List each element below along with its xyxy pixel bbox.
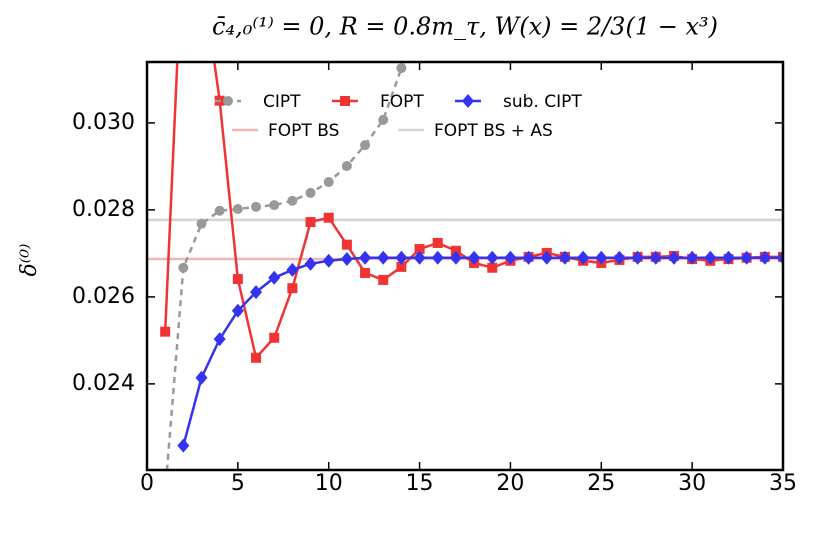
marker (595, 250, 608, 265)
marker (613, 250, 626, 265)
marker (287, 195, 298, 206)
legend-label: FOPT BS + AS (434, 121, 553, 141)
marker (359, 250, 372, 265)
marker (686, 250, 699, 265)
marker (269, 200, 280, 211)
marker (432, 237, 443, 248)
marker (449, 250, 462, 265)
chart-title: c̄₄,₀⁽¹⁾ = 0, R = 0.8m_τ, W(x) = 2/3(1 −… (212, 13, 718, 41)
marker (287, 283, 298, 294)
marker (758, 250, 771, 265)
marker (631, 250, 644, 265)
marker (667, 250, 680, 265)
marker (558, 250, 571, 265)
marker (396, 63, 407, 74)
y-tick-label: 0.026 (72, 284, 135, 309)
plot-area (147, 62, 783, 498)
x-tick-label: 10 (315, 471, 343, 496)
marker (777, 250, 783, 265)
marker (231, 303, 244, 318)
marker (250, 285, 263, 300)
marker (195, 370, 208, 385)
legend-label: FOPT BS (268, 121, 339, 141)
legend-label: sub. CIPT (503, 92, 582, 112)
x-tick-label: 0 (140, 471, 154, 496)
marker (269, 332, 280, 343)
marker (160, 488, 170, 498)
marker (223, 96, 233, 106)
marker (413, 250, 426, 265)
series-line (182, 256, 783, 446)
marker (178, 262, 189, 273)
series-line (163, 62, 783, 361)
marker (160, 326, 171, 337)
marker (468, 250, 481, 265)
x-tick-label: 25 (587, 471, 615, 496)
marker (540, 250, 553, 265)
marker (323, 212, 334, 223)
y-axis-label: δ⁽⁰⁾ (17, 244, 42, 277)
marker (431, 250, 444, 265)
marker (232, 274, 243, 285)
marker (504, 250, 517, 265)
marker (304, 256, 317, 271)
marker (340, 96, 350, 106)
y-tick-label: 0.024 (72, 371, 135, 396)
plot-frame (145, 60, 785, 472)
marker (305, 217, 316, 228)
marker (704, 250, 717, 265)
marker (486, 250, 499, 265)
marker (378, 274, 389, 285)
marker (722, 250, 735, 265)
marker (322, 253, 335, 268)
marker (360, 140, 371, 151)
y-tick-label: 0.028 (72, 197, 135, 222)
marker (305, 187, 316, 198)
marker (323, 177, 334, 188)
marker (649, 250, 662, 265)
marker (177, 438, 190, 453)
marker (487, 262, 498, 273)
marker (341, 239, 352, 250)
marker (268, 270, 281, 285)
marker (522, 250, 535, 265)
marker (740, 250, 753, 265)
marker (340, 252, 353, 267)
x-tick-label: 15 (406, 471, 434, 496)
x-tick-label: 20 (496, 471, 524, 496)
x-tick-label: 30 (678, 471, 706, 496)
legend-label: CIPT (263, 92, 301, 112)
marker (286, 262, 299, 277)
marker (196, 218, 207, 229)
marker (251, 352, 262, 363)
marker (377, 250, 390, 265)
marker (232, 204, 243, 215)
x-tick-label: 35 (769, 471, 797, 496)
marker (396, 261, 407, 272)
marker (213, 332, 226, 347)
x-tick-label: 5 (231, 471, 245, 496)
marker (414, 244, 425, 255)
y-tick-label: 0.030 (72, 110, 135, 135)
marker (462, 94, 474, 108)
marker (378, 114, 389, 125)
marker (360, 267, 371, 278)
marker (341, 160, 352, 171)
marker (214, 205, 225, 216)
marker (251, 201, 262, 212)
marker (395, 250, 408, 265)
legend-label: FOPT (380, 92, 424, 112)
marker (577, 250, 590, 265)
